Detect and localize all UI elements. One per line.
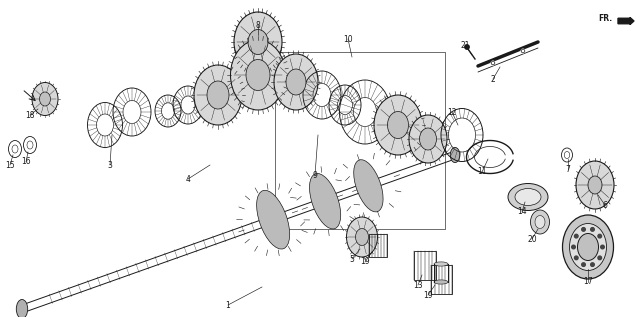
Text: 3: 3 <box>108 160 113 170</box>
Circle shape <box>582 228 586 231</box>
Text: 6: 6 <box>603 200 607 210</box>
Circle shape <box>598 256 602 260</box>
Circle shape <box>601 245 604 249</box>
Text: 13: 13 <box>413 281 423 289</box>
Circle shape <box>465 45 469 49</box>
Ellipse shape <box>234 12 282 72</box>
Ellipse shape <box>207 81 229 109</box>
Ellipse shape <box>354 160 383 212</box>
Circle shape <box>575 234 578 238</box>
Ellipse shape <box>374 95 422 155</box>
Ellipse shape <box>570 223 607 270</box>
Circle shape <box>582 263 586 266</box>
Circle shape <box>492 61 495 65</box>
Circle shape <box>598 234 602 238</box>
Ellipse shape <box>257 190 290 249</box>
Ellipse shape <box>434 262 448 266</box>
Ellipse shape <box>274 54 318 110</box>
Text: 2: 2 <box>491 74 495 83</box>
Ellipse shape <box>230 40 285 110</box>
Text: 14: 14 <box>517 208 527 217</box>
Text: 16: 16 <box>21 158 31 166</box>
Ellipse shape <box>576 161 614 209</box>
Text: 17: 17 <box>583 277 593 287</box>
Bar <box>369 234 387 256</box>
FancyArrow shape <box>618 17 634 24</box>
Ellipse shape <box>409 115 447 163</box>
Ellipse shape <box>16 300 28 317</box>
Ellipse shape <box>434 280 448 284</box>
Ellipse shape <box>508 184 548 210</box>
Text: FR.: FR. <box>598 14 612 23</box>
Ellipse shape <box>577 234 598 261</box>
Text: 5: 5 <box>349 255 355 263</box>
Ellipse shape <box>310 173 340 229</box>
Ellipse shape <box>515 189 541 205</box>
Circle shape <box>521 49 525 53</box>
Ellipse shape <box>246 60 270 90</box>
Ellipse shape <box>451 147 460 163</box>
Bar <box>431 264 452 294</box>
Text: 7: 7 <box>566 165 570 173</box>
Text: 12: 12 <box>447 107 457 117</box>
Ellipse shape <box>387 112 408 139</box>
Bar <box>414 250 436 280</box>
Ellipse shape <box>563 215 614 279</box>
Text: 8: 8 <box>255 21 260 29</box>
Text: 19: 19 <box>423 290 433 300</box>
Ellipse shape <box>194 65 242 125</box>
Ellipse shape <box>355 229 369 245</box>
Ellipse shape <box>248 29 268 55</box>
Circle shape <box>591 228 595 231</box>
Ellipse shape <box>40 92 51 106</box>
Text: 15: 15 <box>5 160 15 170</box>
Text: 18: 18 <box>25 111 35 120</box>
Circle shape <box>591 263 595 266</box>
Ellipse shape <box>535 216 545 229</box>
Text: 20: 20 <box>527 235 537 243</box>
Ellipse shape <box>346 217 378 257</box>
Text: 4: 4 <box>186 174 191 184</box>
Text: 10: 10 <box>343 35 353 43</box>
Ellipse shape <box>32 82 58 115</box>
Text: 19: 19 <box>360 257 370 267</box>
Circle shape <box>575 256 578 260</box>
Text: 11: 11 <box>477 167 487 177</box>
Ellipse shape <box>419 128 436 150</box>
Circle shape <box>572 245 575 249</box>
Text: 9: 9 <box>312 171 317 179</box>
Ellipse shape <box>588 176 602 194</box>
Text: 1: 1 <box>226 301 230 309</box>
Ellipse shape <box>531 210 550 234</box>
Ellipse shape <box>286 69 306 95</box>
Text: 21: 21 <box>460 41 470 49</box>
